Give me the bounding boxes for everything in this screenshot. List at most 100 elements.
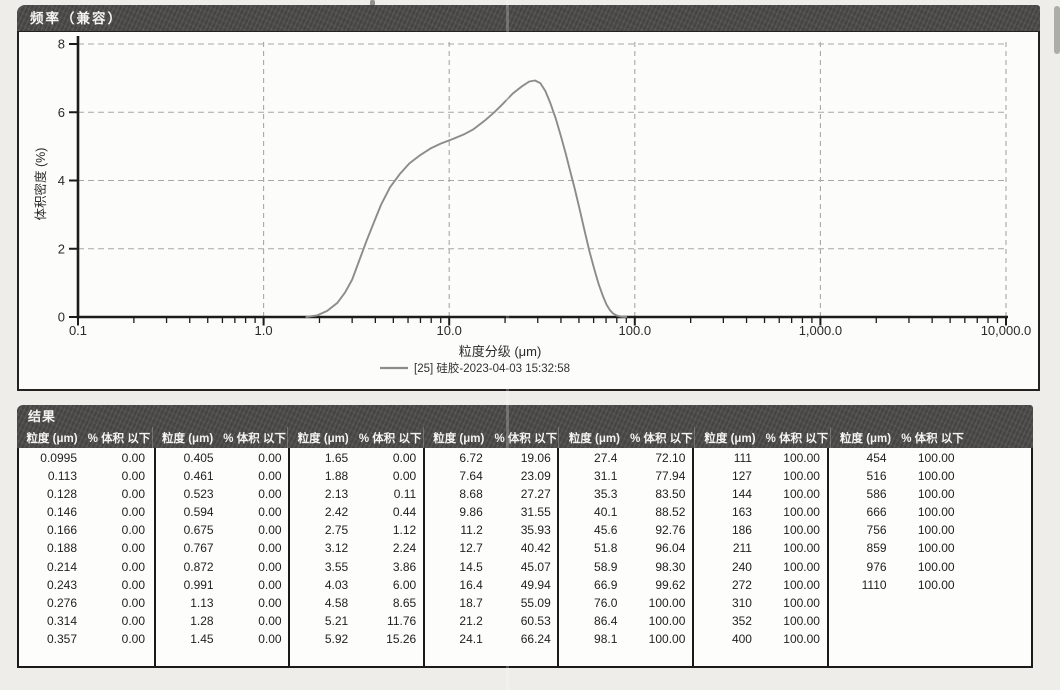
x-tick-label: 1,000.0 (799, 323, 842, 338)
size-value: 24.1 (459, 631, 483, 646)
percent-below-value: 100.00 (783, 559, 820, 574)
table-row: 1.13 0.00 (156, 596, 289, 614)
size-value: 8.68 (459, 487, 483, 502)
percent-below-value: 96.04 (655, 541, 686, 556)
table-row: 1.45 0.00 (156, 632, 289, 650)
percent-below-value: 0.44 (392, 505, 417, 520)
size-value: 27.4 (594, 451, 618, 465)
size-value: 14.5 (459, 559, 483, 574)
percent-column-header: % 体积 以下 (901, 432, 964, 445)
percent-column-header: % 体积 以下 (87, 432, 151, 445)
percent-below-value: 0.00 (121, 487, 145, 502)
table-row: 3.12 2.24 (290, 541, 423, 559)
size-column-header: 粒度 (μm) (162, 432, 214, 445)
size-value: 86.4 (594, 613, 618, 628)
size-value: 1.45 (190, 631, 214, 646)
size-value: 2.13 (324, 487, 349, 502)
size-value: 352 (731, 613, 752, 628)
table-row: 2.42 0.44 (290, 505, 423, 523)
size-value: 0.128 (46, 487, 77, 502)
y-tick-label: 6 (58, 105, 65, 120)
size-column-header: 粒度 (μm) (433, 432, 485, 445)
size-value: 0.243 (46, 577, 77, 592)
table-row: 0.405 0.00 (156, 451, 289, 469)
percent-below-value: 49.94 (520, 577, 551, 592)
table-row: 8.68 27.27 (425, 487, 558, 505)
table-row: 1.88 0.00 (290, 469, 423, 487)
table-row: 2.75 1.12 (290, 523, 423, 541)
y-tick-label: 8 (58, 37, 65, 52)
y-tick-label: 0 (58, 310, 65, 325)
column-group-header: 粒度 (μm) % 体积 以下 (422, 427, 559, 448)
table-row: 111 100.00 (694, 451, 827, 469)
percent-below-value: 0.00 (121, 559, 145, 574)
x-tick-label: 10.0 (437, 323, 462, 338)
column-group-header: 粒度 (μm) % 体积 以下 (287, 427, 423, 448)
table-row: 0.146 0.00 (19, 505, 154, 523)
percent-below-value: 88.52 (655, 505, 686, 520)
table-row: 1.28 0.00 (156, 614, 289, 632)
table-column-group: 0.405 0.00 0.461 0.00 0.523 0.00 0.594 0.00 0.67… (153, 448, 289, 666)
table-row: 4.58 8.65 (290, 596, 423, 614)
size-value: 1.65 (324, 451, 349, 465)
table-row: 0.767 0.00 (156, 541, 289, 559)
percent-below-value: 0.00 (258, 613, 282, 628)
size-value: 9.86 (459, 505, 483, 520)
size-value: 40.1 (594, 505, 618, 520)
size-value: 1.28 (190, 613, 214, 628)
table-row: 163 100.00 (694, 505, 827, 523)
size-value: 0.675 (183, 523, 214, 538)
percent-below-value: 100.00 (917, 577, 955, 592)
table-row: 0.357 0.00 (19, 632, 154, 650)
percent-below-value: 100.00 (783, 505, 820, 520)
percent-below-value: 0.00 (258, 595, 282, 610)
size-value: 756 (866, 523, 887, 538)
percent-column-header: % 体积 以下 (494, 432, 558, 445)
size-value: 6.72 (459, 451, 483, 465)
percent-below-value: 0.00 (258, 577, 282, 592)
results-header-block: 结果 粒度 (μm)% 体积 以下 粒度 (μm)% 体积 以下 粒度 (μm)% … (17, 405, 1033, 448)
table-row: 21.2 60.53 (425, 614, 558, 632)
y-tick-label: 4 (58, 173, 65, 188)
table-row: 14.5 45.07 (425, 560, 558, 578)
percent-below-value: 92.76 (655, 523, 686, 538)
percent-below-value: 60.53 (520, 613, 551, 628)
size-value: 1110 (861, 577, 887, 592)
table-row: 666 100.00 (829, 505, 1031, 523)
percent-below-value: 2.24 (392, 541, 417, 556)
size-value: 66.9 (594, 577, 618, 592)
table-row: 352 100.00 (694, 614, 827, 632)
size-value: 0.461 (183, 469, 214, 484)
percent-below-value: 100.00 (783, 523, 820, 538)
size-value: 976 (866, 559, 887, 574)
table-row: 45.6 92.76 (559, 523, 692, 541)
table-row: 0.243 0.00 (19, 578, 154, 596)
percent-below-value: 100.00 (917, 451, 955, 465)
percent-below-value: 83.50 (655, 487, 686, 502)
size-value: 240 (731, 559, 752, 574)
table-row: 0.128 0.00 (19, 487, 154, 505)
table-column-group: 111 100.00 127 100.00 144 100.00 163 100.00 186 1… (691, 448, 827, 666)
table-row: 66.9 99.62 (559, 578, 692, 596)
table-row: 0.594 0.00 (156, 505, 289, 523)
x-tick-label: 1.0 (255, 323, 273, 338)
table-row: 0.991 0.00 (156, 578, 289, 596)
percent-below-value: 100.00 (917, 505, 955, 520)
table-row: 2.13 0.11 (290, 487, 423, 505)
size-value: 76.0 (594, 595, 618, 610)
table-row: 400 100.00 (694, 632, 827, 650)
y-tick-label: 2 (58, 241, 65, 256)
table-row: 0.113 0.00 (19, 469, 154, 487)
size-value: 516 (866, 469, 887, 484)
table-row: 11.2 35.93 (425, 523, 558, 541)
size-value: 454 (866, 451, 887, 465)
column-group-header: 粒度 (μm) % 体积 以下 (558, 427, 694, 448)
percent-below-value: 0.00 (121, 613, 145, 628)
size-value: 0.276 (46, 595, 77, 610)
results-data-grid: 0.0995 0.00 0.113 0.00 0.128 0.00 0.146 0.00 0.1… (17, 448, 1033, 668)
percent-below-value: 100.00 (917, 523, 955, 538)
x-tick-label: 10,000.0 (981, 323, 1032, 338)
results-title: 结果 (28, 409, 57, 424)
table-row: 144 100.00 (694, 487, 827, 505)
percent-below-value: 0.00 (258, 451, 282, 465)
